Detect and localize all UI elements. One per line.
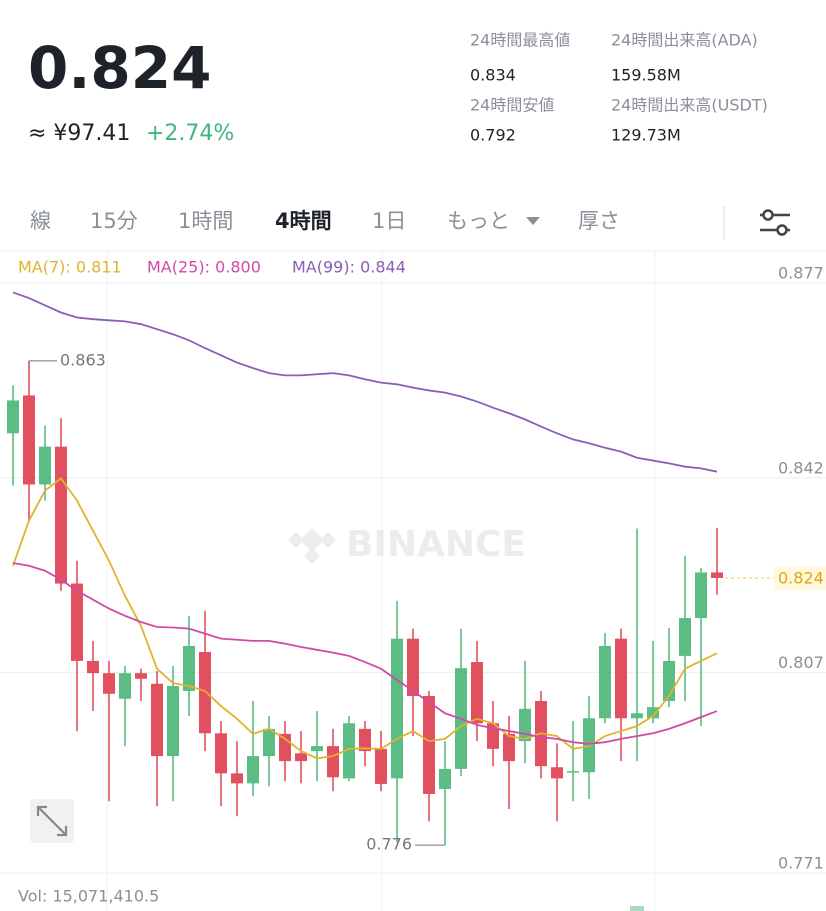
stat-value: 0.792 [470, 126, 516, 145]
stat-label: 24時間安値 [470, 96, 554, 115]
stat-value: 0.834 [470, 66, 516, 85]
candle-body [615, 638, 627, 719]
interval-tabs: 線 15分 1時間 4時間 1日 もっと 厚さ [30, 209, 620, 233]
candle-body [407, 638, 419, 696]
candle-body [423, 696, 435, 794]
candle-body [375, 748, 387, 784]
candle-body [343, 723, 355, 779]
interval-tab[interactable]: 4時間 [275, 209, 332, 233]
candle-body [391, 638, 403, 779]
expand-button[interactable] [30, 799, 74, 843]
candle-body [167, 685, 179, 757]
candle-body [711, 572, 723, 578]
last-price: 0.824 [28, 34, 211, 102]
last-price-label: 0.824 [778, 569, 824, 588]
min-label: 0.776 [366, 835, 412, 854]
stat-value: 159.58M [611, 66, 681, 85]
candle-body [87, 660, 99, 674]
candle-body [567, 771, 579, 773]
stat-value: 129.73M [611, 126, 681, 145]
stat-label: 24時間出来高(ADA) [611, 31, 758, 50]
max-label: 0.863 [60, 350, 106, 369]
y-tick-label: 0.842 [778, 458, 824, 477]
stat-label: 24時間出来高(USDT) [611, 96, 768, 115]
last-price-tag [774, 566, 826, 590]
candle-body [183, 645, 195, 691]
candle-body [215, 733, 227, 774]
candle-body [39, 446, 51, 485]
plot: 0.771 0.807 0.842 0.877 MA(7): 0.811 MA(25): … [0, 258, 826, 874]
interval-tab[interactable]: もっと [447, 209, 510, 233]
dropdown-caret [526, 217, 540, 225]
candle-body [311, 746, 323, 752]
candle-body [503, 733, 515, 762]
ma-line [12, 562, 718, 745]
candle-body [519, 708, 531, 742]
candle-body [135, 673, 147, 679]
candle-body [71, 583, 83, 661]
price-change: +2.74% [146, 121, 234, 146]
candle-body [199, 652, 211, 734]
candle-body [695, 572, 707, 619]
candle-body [679, 618, 691, 656]
legend-entry: MA(7): 0.811 [18, 258, 122, 277]
interval-tab[interactable]: 線 [30, 209, 51, 233]
y-tick-label: 0.807 [778, 653, 824, 672]
watermark-text: BINANCE [346, 524, 526, 565]
interval-tab[interactable]: 厚さ [578, 209, 620, 233]
legend-entry: MA(25): 0.800 [147, 258, 261, 277]
y-tick-label: 0.877 [778, 264, 824, 283]
candle-body [327, 746, 339, 778]
interval-tab[interactable]: 1日 [372, 209, 406, 233]
candle-body [295, 753, 307, 762]
candle-body [231, 773, 243, 784]
candle-body [7, 400, 19, 434]
candle-body [599, 645, 611, 719]
candle-body [647, 707, 659, 719]
candle-body [151, 683, 163, 757]
interval-tab[interactable]: 15分 [90, 209, 138, 233]
candle-body [551, 767, 563, 779]
ma-line [12, 477, 718, 760]
candle-body [23, 395, 35, 485]
candle-body [103, 673, 115, 694]
candle-body [471, 662, 483, 724]
candle-body [359, 728, 371, 752]
candle-body [263, 728, 275, 757]
stat-label: 24時間最高値 [470, 31, 570, 50]
y-tick-label: 0.771 [778, 854, 824, 873]
candle-body [439, 768, 451, 789]
volume-label: Vol: 15,071,410.5 [18, 887, 159, 906]
candle-body [631, 713, 643, 719]
volume-bar-peek [630, 906, 644, 911]
legend-entry: MA(99): 0.844 [292, 258, 406, 277]
fiat-price: ≈ ¥97.41 [28, 121, 130, 146]
interval-tab[interactable]: 1時間 [178, 209, 233, 233]
watermark: BINANCE [288, 524, 526, 565]
settings-button[interactable] [760, 209, 790, 236]
candle-body [247, 756, 259, 784]
ma-line [12, 291, 718, 473]
candle-body [119, 673, 131, 699]
candle-body [55, 446, 67, 584]
